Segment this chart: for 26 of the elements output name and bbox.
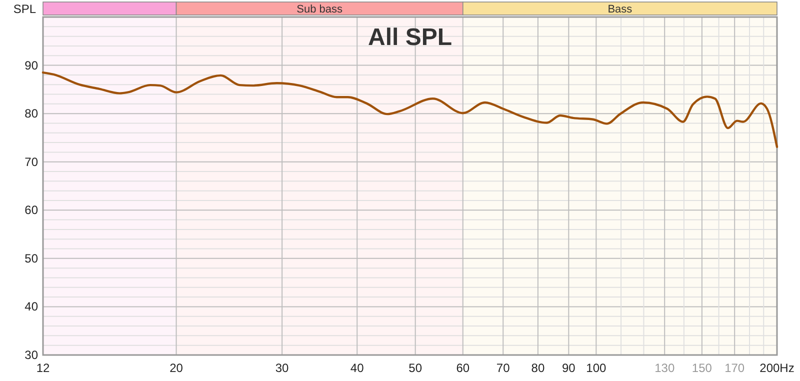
y-tick-label: 70 <box>24 154 38 169</box>
y-tick-label: 30 <box>24 348 38 362</box>
y-tick-label: 60 <box>24 203 38 218</box>
y-axis-title: SPL <box>13 2 36 16</box>
x-tick-label: 150 <box>692 361 712 375</box>
y-tick-label: 50 <box>24 251 38 266</box>
x-tick-label: 80 <box>531 361 545 375</box>
x-tick-label: 30 <box>275 361 290 375</box>
x-tick-label: 170 <box>724 361 745 375</box>
x-tick-label: 100 <box>586 361 606 375</box>
x-tick-label: 70 <box>496 361 510 375</box>
x-tick-label: 200Hz <box>760 361 794 375</box>
x-tick-label: 20 <box>170 361 184 375</box>
band-label: Sub bass <box>296 4 344 16</box>
y-tick-label: 90 <box>24 58 38 72</box>
y-tick-label: 80 <box>24 106 38 121</box>
x-tick-label: 90 <box>562 361 576 375</box>
x-tick-label: 12 <box>36 361 50 375</box>
x-tick-label: 130 <box>654 361 675 375</box>
x-tick-label: 50 <box>408 361 422 375</box>
x-tick-label: 40 <box>350 361 364 375</box>
band-label: Bass <box>608 4 633 16</box>
y-tick-label: 40 <box>24 300 38 314</box>
x-tick-label: 60 <box>456 361 470 375</box>
chart-title: All SPL <box>368 24 452 51</box>
frequency-range-header: Sub bass Bass <box>42 2 778 16</box>
